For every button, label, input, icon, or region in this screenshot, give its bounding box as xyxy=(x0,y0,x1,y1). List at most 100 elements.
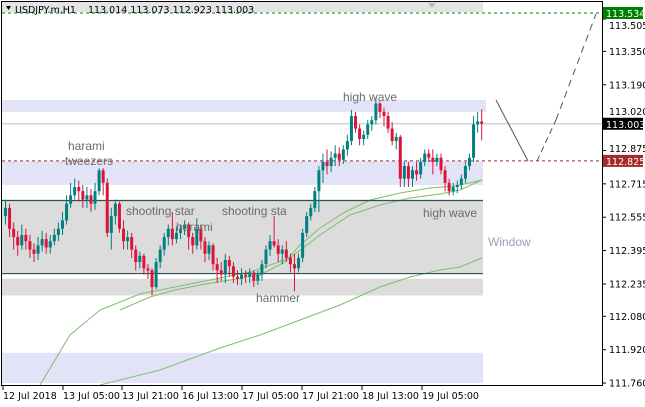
candle-body xyxy=(333,153,337,158)
candle xyxy=(130,232,134,258)
zone-range[interactable] xyxy=(2,200,483,274)
candle xyxy=(16,230,20,256)
candle-body xyxy=(89,195,93,204)
candle xyxy=(65,195,69,225)
time-tick-label: 13 Jul 05:00 xyxy=(63,391,120,402)
candle-body xyxy=(93,191,97,204)
header-strip xyxy=(2,2,483,12)
candle xyxy=(162,232,166,256)
pattern-label-harami: harami xyxy=(68,139,105,153)
candle-body xyxy=(195,228,199,246)
candle-body xyxy=(231,266,235,277)
candle xyxy=(394,132,398,150)
projection-line[interactable] xyxy=(536,119,557,162)
candle-body xyxy=(117,203,121,229)
candle xyxy=(476,111,480,133)
price-tick-label: 112.080 xyxy=(609,312,645,323)
candle xyxy=(472,116,476,162)
candle xyxy=(358,124,362,146)
candle-body xyxy=(65,203,69,221)
candle-body xyxy=(122,228,126,242)
candle xyxy=(207,241,211,260)
candle xyxy=(455,180,459,194)
candle xyxy=(12,222,16,250)
candle xyxy=(349,109,353,146)
candle xyxy=(40,230,44,252)
candle-body xyxy=(292,264,296,269)
candle xyxy=(105,178,109,238)
candle xyxy=(329,151,333,173)
candle xyxy=(459,174,463,190)
candle xyxy=(276,239,280,263)
candle-body xyxy=(52,234,56,242)
candle-body xyxy=(170,228,174,240)
candle xyxy=(73,178,77,200)
candle-body xyxy=(276,245,280,254)
candle-body xyxy=(443,170,447,183)
price-tick-label: 113.505 xyxy=(609,21,645,32)
candle-body xyxy=(301,232,305,258)
level-price-badge-text: 112.825 xyxy=(606,157,645,168)
bid-price-badge-text: 113.003 xyxy=(606,120,645,131)
candle-body xyxy=(337,153,341,160)
candle-body xyxy=(374,103,378,121)
candle xyxy=(301,228,305,263)
zone-resistance[interactable] xyxy=(2,99,486,112)
candle xyxy=(419,157,423,179)
zone-window[interactable] xyxy=(2,278,483,296)
candle-body xyxy=(382,111,386,117)
candle-body xyxy=(370,120,374,125)
price-tick-label: 112.395 xyxy=(609,246,645,257)
candle-body xyxy=(427,153,431,158)
candle xyxy=(138,251,142,269)
candle xyxy=(411,166,414,187)
candles-layer xyxy=(4,97,484,296)
candle-body xyxy=(219,270,223,275)
candle xyxy=(142,253,146,275)
level-price-badge xyxy=(603,154,643,167)
time-tick-label: 18 Jul 13:00 xyxy=(362,391,419,402)
candle-body xyxy=(288,257,292,265)
candle-body xyxy=(309,207,313,217)
candle xyxy=(288,253,292,273)
candle-body xyxy=(183,224,187,229)
candle-body xyxy=(40,239,44,246)
candle-body xyxy=(386,116,390,129)
projection-line[interactable] xyxy=(555,13,597,121)
candle-body xyxy=(455,184,459,187)
candle-body xyxy=(313,191,317,208)
candle-body xyxy=(126,237,130,242)
candle xyxy=(244,270,248,283)
candle xyxy=(170,212,174,246)
candle xyxy=(122,220,126,250)
candle-body xyxy=(207,245,211,254)
projection-line[interactable] xyxy=(495,99,529,162)
candle xyxy=(85,186,89,208)
candle-body xyxy=(240,274,244,279)
candle-body xyxy=(284,249,288,258)
candle xyxy=(333,145,337,167)
candle-body xyxy=(463,166,467,179)
candle-body xyxy=(130,237,134,250)
candle xyxy=(325,149,329,175)
scroll-marker-icon[interactable] xyxy=(428,3,436,8)
zone-support[interactable] xyxy=(2,160,483,185)
candle xyxy=(191,232,195,254)
candle xyxy=(256,270,260,286)
candle-body xyxy=(268,241,272,250)
candle-body xyxy=(32,249,36,254)
zone-support[interactable] xyxy=(2,352,483,384)
candle-body xyxy=(187,224,191,238)
candle-body xyxy=(390,128,394,142)
triangle-down-icon[interactable] xyxy=(6,6,11,10)
candle-body xyxy=(252,272,256,281)
candle xyxy=(427,149,431,162)
candle xyxy=(154,257,158,290)
candle-body xyxy=(362,134,366,139)
candle-body xyxy=(431,157,435,162)
candle xyxy=(439,153,443,175)
candle xyxy=(382,107,386,127)
candle-body xyxy=(260,264,264,275)
